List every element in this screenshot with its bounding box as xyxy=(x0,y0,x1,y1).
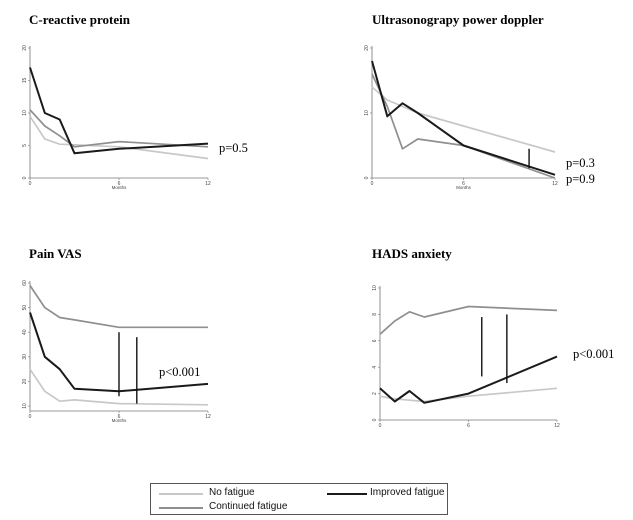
y-tick-label-crp: 0 xyxy=(22,176,28,179)
series-line-no-fatigue-ultrasonography xyxy=(371,86,556,153)
y-tick-label-crp: 5 xyxy=(22,144,28,147)
y-tick-label-pain-vas: 60 xyxy=(22,280,28,286)
legend: No fatigue Improved fatigue Continued fa… xyxy=(150,483,448,515)
x-axis-label-crp: Months xyxy=(112,185,128,190)
x-axis-label-pain-vas: Months xyxy=(112,418,128,423)
annotation-hads-pvalue: p<0.001 xyxy=(573,347,615,361)
y-tick-label-crp: 20 xyxy=(22,45,28,51)
x-tick-label-pain-vas: 6 xyxy=(118,414,121,420)
x-tick-label-pain-vas: 0 xyxy=(29,414,32,420)
y-tick-label-hads: 8 xyxy=(372,313,378,316)
series-line-continued-fatigue-pain-vas xyxy=(29,285,208,329)
x-tick-label-crp: 12 xyxy=(205,181,211,187)
y-tick-label-pain-vas: 30 xyxy=(22,354,28,360)
y-tick-label-ultrasonography: 10 xyxy=(364,110,370,116)
y-tick-label-pain-vas: 10 xyxy=(22,403,28,409)
x-axis-label-ultrasonography: Months xyxy=(456,185,472,190)
y-tick-label-hads: 6 xyxy=(372,339,378,342)
x-tick-label-ultrasonography: 6 xyxy=(462,181,465,187)
panel-title-crp: C-reactive protein xyxy=(29,12,130,27)
series-line-improved-fatigue-pain-vas xyxy=(29,312,209,393)
y-tick-label-crp: 15 xyxy=(22,78,28,84)
panel-title-pain-vas: Pain VAS xyxy=(29,246,82,261)
x-tick-label-ultrasonography: 12 xyxy=(552,181,558,187)
x-tick-label-ultrasonography: 0 xyxy=(371,181,374,187)
series-line-no-fatigue-crp xyxy=(29,115,209,160)
annotation-crp-pvalue: p=0.5 xyxy=(219,141,248,155)
x-tick-label-hads: 6 xyxy=(467,423,470,429)
y-tick-label-hads: 2 xyxy=(372,392,378,395)
annotation-us-pvalue-1: p=0.3 xyxy=(566,156,595,170)
chart-crp: 0 5 10 15 20 0 6 12 Months xyxy=(22,45,211,190)
x-tick-label-crp: 6 xyxy=(118,181,121,187)
y-tick-label-hads: 4 xyxy=(372,366,378,369)
y-tick-label-pain-vas: 40 xyxy=(22,329,28,335)
y-tick-label-ultrasonography: 20 xyxy=(364,45,370,51)
y-tick-label-hads: 0 xyxy=(372,418,378,421)
annotation-pain-pvalue: p<0.001 xyxy=(159,365,201,379)
chart-ultrasonography: 0 10 20 0 6 12 Months xyxy=(364,45,558,190)
chart-pain-vas: 10 20 30 40 50 60 0 6 12 Months xyxy=(22,280,211,423)
legend-swatch-improved-fatigue xyxy=(327,493,367,495)
y-tick-label-ultrasonography: 0 xyxy=(364,176,370,179)
series-line-improved-fatigue-hads xyxy=(379,355,558,404)
x-tick-label-pain-vas: 12 xyxy=(205,414,211,420)
series-line-improved-fatigue-ultrasonography xyxy=(371,60,556,176)
legend-label-continued-fatigue: Continued fatigue xyxy=(209,501,288,512)
y-tick-label-hads: 10 xyxy=(372,285,378,291)
y-tick-label-crp: 10 xyxy=(22,110,28,116)
chart-hads: 0 2 4 6 8 10 0 6 12 xyxy=(372,285,560,429)
series-line-continued-fatigue-hads xyxy=(379,305,558,335)
series-line-no-fatigue-hads xyxy=(379,387,558,403)
legend-swatch-no-fatigue xyxy=(159,493,203,495)
x-tick-label-crp: 0 xyxy=(29,181,32,187)
legend-label-improved-fatigue: Improved fatigue xyxy=(370,487,445,498)
legend-swatch-continued-fatigue xyxy=(159,507,203,509)
series-line-no-fatigue-pain-vas xyxy=(29,368,209,406)
panel-title-ultrasonography: Ultrasonograpy power doppler xyxy=(372,12,544,27)
panel-title-hads: HADS anxiety xyxy=(372,246,452,261)
y-tick-label-pain-vas: 50 xyxy=(22,305,28,311)
annotation-us-pvalue-2: p=0.9 xyxy=(566,172,595,186)
x-tick-label-hads: 12 xyxy=(554,423,560,429)
series-line-improved-fatigue-crp xyxy=(29,67,209,155)
x-tick-label-hads: 0 xyxy=(379,423,382,429)
y-tick-label-pain-vas: 20 xyxy=(22,378,28,384)
series-line-continued-fatigue-crp xyxy=(29,109,209,148)
legend-label-no-fatigue: No fatigue xyxy=(209,487,255,498)
